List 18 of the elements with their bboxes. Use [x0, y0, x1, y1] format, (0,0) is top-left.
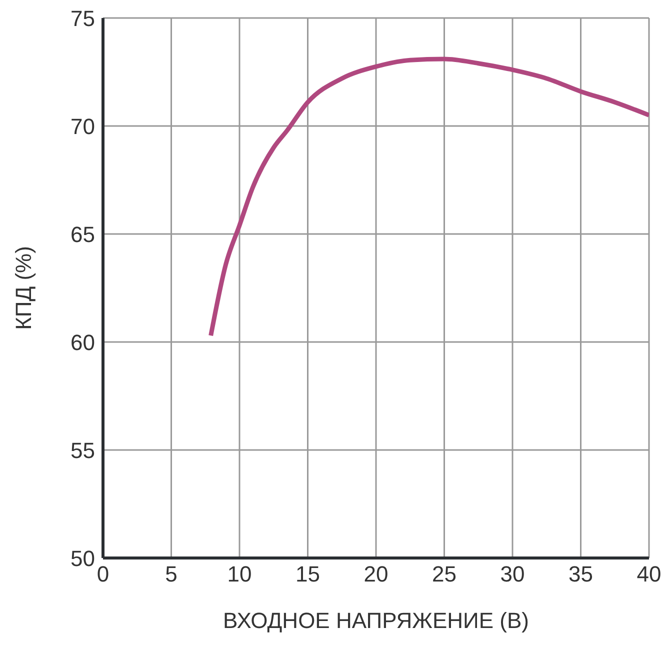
x-tick-label: 40 [636, 562, 662, 587]
x-tick-label: 10 [227, 562, 252, 587]
x-axis-title: ВХОДНОЕ НАПРЯЖЕНИЕ (В) [223, 608, 529, 633]
y-tick-label: 70 [70, 114, 95, 139]
x-tick-label: 30 [500, 562, 525, 587]
x-tick-label: 35 [568, 562, 593, 587]
y-tick-label: 55 [70, 438, 95, 463]
y-tick-label: 50 [70, 546, 95, 571]
y-tick-label: 75 [70, 6, 95, 31]
line-series [208, 56, 649, 338]
y-tick-label: 60 [70, 330, 95, 355]
x-tick-label: 25 [432, 562, 456, 587]
y-axis-title: КПД (%) [10, 246, 36, 330]
x-tick-label: 20 [364, 562, 388, 587]
x-tick-label: 15 [296, 562, 320, 587]
x-tick-label: 5 [165, 562, 178, 587]
x-tick-label: 0 [96, 562, 110, 587]
y-tick-label: 65 [70, 222, 95, 247]
